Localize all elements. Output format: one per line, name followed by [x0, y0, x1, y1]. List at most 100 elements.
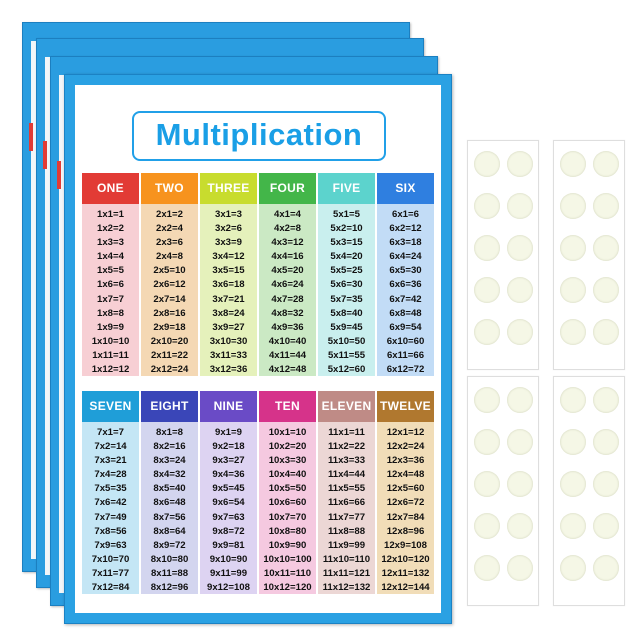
multiplication-fact: 2x1=2 — [156, 209, 183, 220]
adhesive-dot — [560, 193, 586, 219]
poster-sheet-back-2-red-mark — [43, 141, 47, 169]
multiplication-fact: 1x2=2 — [97, 223, 124, 235]
column-ten: TEN 10x1=10 10x2=20 10x3=30 10x4=40 10x5=50 10… — [259, 391, 316, 594]
multiplication-fact: 4x1=4 — [274, 209, 301, 220]
column-header: ONE — [82, 173, 139, 204]
column-header: ELEVEN — [318, 391, 375, 422]
adhesive-dot — [560, 151, 586, 177]
multiplication-fact: 10x10=100 — [263, 553, 312, 565]
column-facts: 8x1=8 8x2=16 8x3=24 8x4=32 8x5=40 8x6=48 8x7=5… — [141, 422, 198, 594]
poster-sheet-back-1-red-mark — [57, 161, 61, 189]
adhesive-dot — [593, 387, 619, 413]
multiplication-fact: 7x7=49 — [94, 511, 127, 523]
multiplication-fact: 5x11=55 — [327, 349, 366, 361]
column-twelve: TWELVE 12x1=12 12x2=24 12x3=36 12x4=48 12x5=6… — [377, 391, 434, 594]
multiplication-fact: 1x9=9 — [97, 321, 124, 333]
sticker-strip — [553, 376, 625, 606]
multiplication-fact: 6x7=42 — [389, 293, 422, 305]
adhesive-dot — [560, 555, 586, 581]
multiplication-fact: 4x7=28 — [271, 293, 304, 305]
poster-content: Multiplication ONE 1x1=1 1x2=2 1x3=3 1x4=4 1x… — [75, 85, 441, 613]
multiplication-fact: 8x11=88 — [150, 567, 189, 579]
sticker-strip — [467, 140, 539, 370]
column-header: NINE — [200, 391, 257, 422]
multiplication-fact: 1x10=10 — [91, 335, 130, 347]
adhesive-dot — [474, 387, 500, 413]
multiplication-poster: Multiplication ONE 1x1=1 1x2=2 1x3=3 1x4=4 1x… — [64, 74, 452, 624]
column-facts: 1x1=1 1x2=2 1x3=3 1x4=4 1x5=5 1x6=6 1x7=7 1x8=8… — [82, 204, 139, 376]
multiplication-fact: 2x9=18 — [153, 321, 186, 333]
multiplication-fact: 4x6=24 — [271, 279, 304, 291]
multiplication-fact: 6x6=36 — [389, 279, 422, 291]
adhesive-dot — [593, 235, 619, 261]
multiplication-fact: 1x8=8 — [97, 307, 124, 319]
multiplication-fact: 1x5=5 — [97, 265, 124, 277]
multiplication-fact: 12x3=36 — [386, 455, 425, 467]
multiplication-fact: 5x9=45 — [330, 321, 363, 333]
multiplication-fact: 11x4=44 — [327, 469, 366, 481]
multiplication-fact: 11x6=66 — [327, 497, 366, 509]
multiplication-fact: 5x4=20 — [330, 251, 363, 263]
column-facts: 6x1=6 6x2=12 6x3=18 6x4=24 6x5=30 6x6=36 6x7=4… — [377, 204, 434, 376]
multiplication-fact: 8x2=16 — [153, 441, 186, 453]
multiplication-fact: 11x7=77 — [327, 511, 366, 523]
multiplication-fact: 12x6=72 — [386, 497, 425, 509]
multiplication-fact: 3x3=9 — [215, 237, 242, 249]
multiplication-fact: 11x3=33 — [327, 455, 366, 467]
multiplication-fact: 3x12=36 — [209, 364, 248, 376]
multiplication-fact: 11x2=22 — [327, 441, 366, 453]
column-header: EIGHT — [141, 391, 198, 422]
multiplication-fact: 1x7=7 — [97, 293, 124, 305]
adhesive-dot — [474, 277, 500, 303]
multiplication-fact: 4x5=20 — [271, 265, 304, 277]
multiplication-fact: 2x7=14 — [153, 293, 186, 305]
adhesive-dot — [507, 513, 533, 539]
multiplication-fact: 6x11=66 — [386, 349, 425, 361]
adhesive-dot — [593, 277, 619, 303]
multiplication-fact: 11x5=55 — [327, 483, 366, 495]
multiplication-fact: 5x12=60 — [327, 364, 366, 376]
poster-sheet-back-3-red-mark — [29, 123, 33, 151]
column-header: TEN — [259, 391, 316, 422]
adhesive-dot — [593, 193, 619, 219]
multiplication-fact: 5x8=40 — [330, 307, 363, 319]
column-nine: NINE 9x1=9 9x2=18 9x3=27 9x4=36 9x5=45 9x6=54 9… — [200, 391, 257, 594]
multiplication-fact: 9x4=36 — [212, 469, 245, 481]
multiplication-fact: 9x9=81 — [212, 539, 245, 551]
column-facts: 2x1=2 2x2=4 2x3=6 2x4=8 2x5=10 2x6=12 2x7=14 2x… — [141, 204, 198, 376]
adhesive-dot — [507, 319, 533, 345]
multiplication-fact: 4x2=8 — [274, 223, 301, 235]
multiplication-fact: 9x10=90 — [209, 553, 248, 565]
multiplication-fact: 9x6=54 — [212, 497, 245, 509]
column-header: FIVE — [318, 173, 375, 204]
multiplication-fact: 1x1=1 — [97, 209, 124, 220]
adhesive-dot — [593, 319, 619, 345]
adhesive-dot — [474, 319, 500, 345]
adhesive-dot — [560, 429, 586, 455]
column-eight: EIGHT 8x1=8 8x2=16 8x3=24 8x4=32 8x5=40 8x6=48… — [141, 391, 198, 594]
multiplication-fact: 7x9=63 — [94, 539, 127, 551]
multiplication-fact: 6x10=60 — [386, 335, 425, 347]
multiplication-fact: 1x4=4 — [97, 251, 124, 263]
multiplication-fact: 3x2=6 — [215, 223, 242, 235]
adhesive-dot — [507, 387, 533, 413]
column-one: ONE 1x1=1 1x2=2 1x3=3 1x4=4 1x5=5 1x6=6 1x7=7 1x… — [82, 173, 139, 376]
multiplication-fact: 9x3=27 — [212, 455, 245, 467]
multiplication-fact: 11x12=132 — [322, 582, 371, 594]
multiplication-fact: 6x2=12 — [389, 223, 422, 235]
multiplication-fact: 6x9=54 — [389, 321, 422, 333]
multiplication-fact: 2x5=10 — [153, 265, 186, 277]
multiplication-fact: 3x9=27 — [212, 321, 245, 333]
multiplication-fact: 10x4=40 — [268, 469, 307, 481]
multiplication-fact: 5x2=10 — [330, 223, 363, 235]
multiplication-fact: 9x11=99 — [209, 567, 248, 579]
multiplication-fact: 1x3=3 — [97, 237, 124, 249]
multiplication-fact: 10x7=70 — [268, 511, 307, 523]
multiplication-fact: 11x11=121 — [322, 567, 371, 579]
multiplication-fact: 12x7=84 — [386, 511, 425, 523]
adhesive-dot — [560, 319, 586, 345]
column-facts: 10x1=10 10x2=20 10x3=30 10x4=40 10x5=50 10x6=… — [259, 422, 316, 594]
multiplication-fact: 2x11=22 — [150, 349, 189, 361]
adhesive-dot — [474, 513, 500, 539]
column-five: FIVE 5x1=5 5x2=10 5x3=15 5x4=20 5x5=25 5x6=30 5… — [318, 173, 375, 376]
